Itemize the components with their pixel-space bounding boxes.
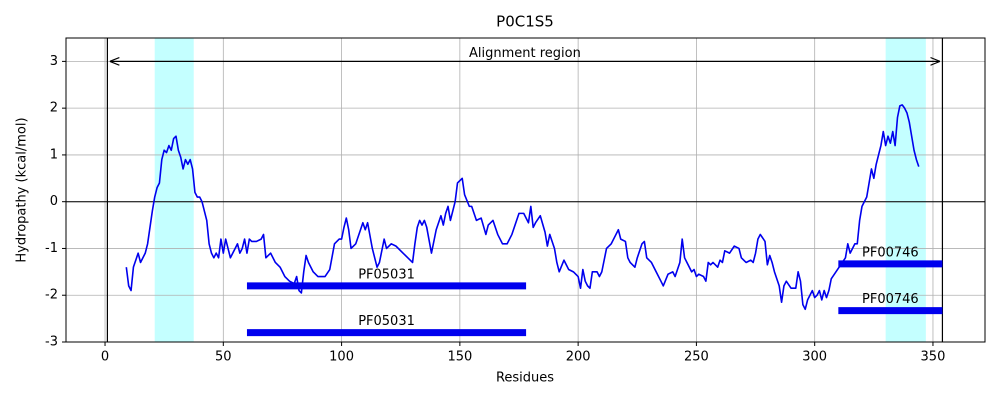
domain-label: PF00746: [862, 245, 919, 260]
y-tick-label: 3: [50, 54, 58, 69]
x-tick-label: 250: [684, 350, 709, 365]
domain-label: PF05031: [358, 267, 415, 282]
x-tick-label: 350: [921, 350, 946, 365]
hydropathy-line: [125, 104, 920, 311]
y-axis-label: Hydropathy (kcal/mol): [15, 117, 30, 262]
chart-title: P0C1S5: [496, 13, 554, 31]
y-tick-label: -2: [45, 288, 58, 303]
highlight-span: [885, 38, 926, 342]
plot-frame: [65, 37, 986, 343]
y-tick-label: 1: [50, 147, 58, 162]
alignment-label: Alignment region: [469, 46, 581, 61]
y-tick-label: -3: [45, 335, 58, 350]
x-tick-label: 150: [447, 350, 472, 365]
x-tick-label: 300: [802, 350, 827, 365]
x-axis-label: Residues: [496, 371, 554, 386]
highlight-span: [154, 38, 194, 342]
x-tick-label: 100: [329, 350, 354, 365]
domain-label: PF05031: [358, 314, 415, 329]
x-tick-label: 0: [101, 350, 109, 365]
y-tick-label: 2: [50, 101, 58, 116]
y-tick-label: -1: [45, 241, 58, 256]
domain-label: PF00746: [862, 292, 919, 307]
x-tick-label: 200: [566, 350, 591, 365]
y-tick-label: 0: [50, 194, 58, 209]
x-tick-label: 50: [215, 350, 232, 365]
